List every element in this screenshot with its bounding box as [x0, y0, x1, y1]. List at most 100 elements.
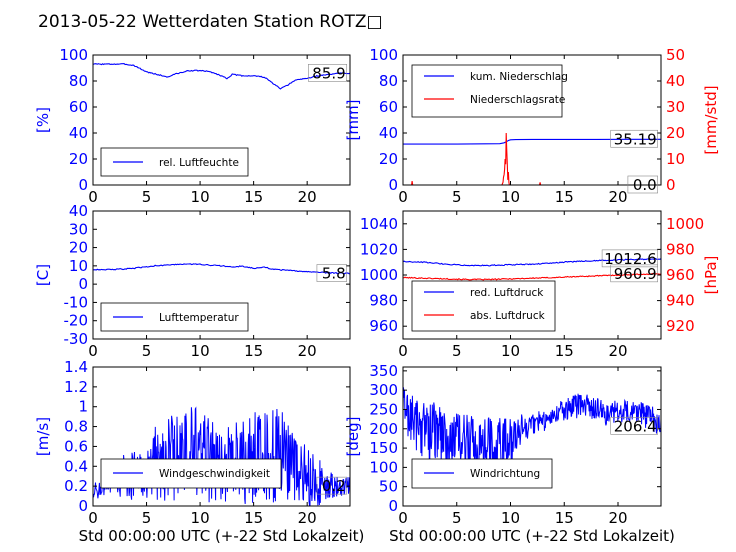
y-tick-label: 40	[69, 124, 88, 142]
y-tick-label: 40	[379, 124, 398, 142]
y2-tick-label: 50	[666, 46, 685, 64]
value-annotation: 85.9	[312, 64, 345, 82]
value-annotation: 206.4	[614, 417, 657, 435]
x-tick-label: 5	[452, 342, 462, 360]
x-tick-label: 15	[244, 188, 263, 206]
x-tick-label: 10	[501, 188, 520, 206]
y-tick-label: -30	[64, 330, 89, 348]
y2-tick-label: 0	[666, 176, 676, 194]
x-tick-label: 20	[298, 188, 317, 206]
annotation-box	[610, 417, 659, 435]
legend-label: kum. Niederschlag	[470, 71, 568, 83]
x-tick-label: 15	[555, 509, 574, 527]
y-tick-label: -10	[64, 293, 89, 311]
y2-tick-label: 30	[666, 98, 685, 116]
x-tick-label: 15	[244, 509, 263, 527]
legend-box	[411, 64, 563, 118]
plot-frame	[402, 54, 662, 186]
value-annotation: 960.9	[614, 265, 657, 283]
x-tick-label: 0	[88, 342, 98, 360]
plot-frame	[92, 54, 351, 186]
x-tick-label: 20	[608, 342, 627, 360]
legend-box	[100, 302, 249, 332]
y2-tick-label: 980	[666, 240, 695, 258]
series-wind-speed-0	[93, 406, 350, 506]
y2-tick-label: 20	[666, 124, 685, 142]
y-tick-label: 0	[78, 275, 88, 293]
y-axis-label: [C]	[34, 264, 52, 286]
y2-tick-label: 920	[666, 317, 695, 335]
plot-frame	[402, 366, 662, 507]
legend-box	[411, 280, 556, 332]
series-pressure-0	[403, 257, 661, 267]
y-tick-label: 20	[69, 239, 88, 257]
x-tick-label: 10	[501, 342, 520, 360]
x-tick-label: 20	[298, 342, 317, 360]
y-tick-label: 0.4	[64, 457, 88, 475]
y-tick-label: 1.4	[64, 358, 88, 376]
x-tick-label: 10	[191, 188, 210, 206]
y2-tick-label: 940	[666, 292, 695, 310]
y-tick-label: 100	[59, 46, 88, 64]
y-axis-label: [%]	[34, 107, 52, 133]
x-tick-label: 20	[608, 188, 627, 206]
y-tick-label: 100	[369, 458, 398, 476]
plot-frame	[92, 210, 351, 340]
value-annotation: 35.19	[614, 130, 657, 148]
series-temperature-0	[93, 263, 350, 275]
x-tick-label: 20	[608, 509, 627, 527]
value-annotation: 1012.6	[604, 250, 657, 268]
y-tick-label: 0.2	[64, 477, 88, 495]
series-humidity-0	[93, 63, 350, 90]
value-annotation: 0.2	[322, 477, 346, 495]
x-tick-label: 0	[398, 188, 408, 206]
x-tick-label: 0	[398, 342, 408, 360]
x-tick-label: 10	[191, 509, 210, 527]
panel-pressure: 0 5 10 15 20 960 980 1000 1020 1040 920 940 960 980 10…	[360, 210, 720, 360]
y-tick-label: 30	[69, 220, 88, 238]
y-tick-label: 350	[369, 362, 398, 380]
y2-axis-label: [hPa]	[702, 256, 720, 295]
panel-temperature: 0 5 10 15 20-30-20-10010203040[C]Lufttempera…	[34, 202, 351, 360]
annotation-box	[610, 129, 659, 148]
y-tick-label: 1000	[360, 266, 398, 284]
legend-label: Niederschlagsrate	[470, 94, 565, 106]
y-axis-label: [m/s]	[34, 417, 52, 456]
y-axis-label: [deg]	[344, 417, 362, 457]
y2-tick-label: 10	[666, 150, 685, 168]
y-tick-label: 40	[69, 202, 88, 220]
x-tick-label: 15	[244, 342, 263, 360]
value-annotation: 0.0	[633, 176, 657, 194]
x-tick-label: 5	[142, 509, 152, 527]
legend-label: red. Luftdruck	[470, 287, 544, 299]
series-rain-0	[403, 138, 661, 145]
panel-rain: 0 5 10 15 20 0 20 40 60 80 100 0 10 20 30 40 50 [mm] [mm/s…	[344, 46, 720, 206]
x-tick-label: 0	[88, 188, 98, 206]
y-tick-label: 250	[369, 400, 398, 418]
y-tick-label: 100	[369, 46, 398, 64]
y-tick-label: -20	[64, 312, 89, 330]
y-tick-label: 960	[369, 317, 398, 335]
y-tick-label: 200	[369, 420, 398, 438]
legend-label: Windrichtung	[470, 468, 540, 480]
x-tick-label: 5	[142, 342, 152, 360]
x-tick-label: 5	[452, 188, 462, 206]
x-tick-label: 5	[452, 509, 462, 527]
y-tick-label: 60	[379, 98, 398, 116]
figure-title: 2013-05-22 Wetterdaten Station ROTZ□	[38, 12, 383, 32]
x-tick-label: 15	[555, 188, 574, 206]
y-tick-label: 10	[69, 257, 88, 275]
y-tick-label: 1.2	[64, 378, 88, 396]
value-annotation: 5.8	[322, 265, 346, 283]
y2-tick-label: 960	[666, 266, 695, 284]
y2-tick-label: 40	[666, 72, 685, 90]
annotation-box	[308, 64, 348, 82]
y-tick-label: 150	[369, 439, 398, 457]
x-tick-label: 0	[88, 509, 98, 527]
x-tick-label: 10	[191, 342, 210, 360]
series-rain-1	[403, 132, 661, 185]
x-tick-label: 5	[142, 188, 152, 206]
annotation-box	[610, 264, 659, 283]
y-tick-label: 80	[379, 72, 398, 90]
